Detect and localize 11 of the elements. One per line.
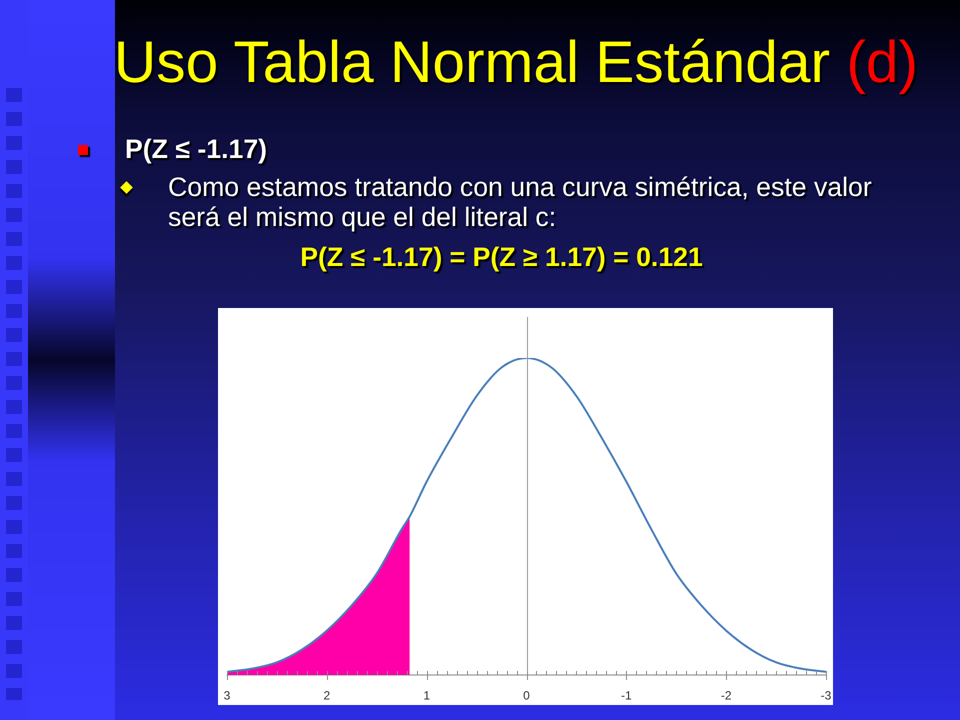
x-tick-label: 0 (523, 688, 530, 703)
chart-subtitle: P(Z ≤ -1.17) (125, 134, 268, 164)
text: P(Z ≤ -1.17) = P(Z ≥ 1.17) = 0.121 (299, 242, 704, 272)
x-tick-label: 2 (323, 688, 330, 703)
x-tick-label: -2 (720, 688, 732, 703)
text: Como estamos tratando con una curva simétrica, este valor será el mismo que el del literal c: (168, 172, 873, 232)
x-tick-label: -3 (820, 688, 832, 703)
x-tick-label: 3 (224, 688, 231, 703)
x-tick-label: 1 (423, 688, 430, 703)
x-tick-label: -1 (620, 688, 632, 703)
chart-title: Uso Tabla Normal Estándar (d) (112, 29, 920, 97)
